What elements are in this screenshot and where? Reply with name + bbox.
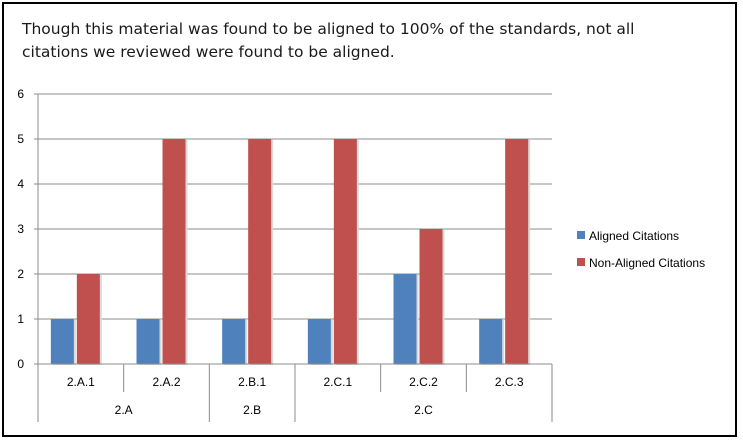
y-tick-label: 5	[17, 132, 24, 146]
bar-aligned	[393, 274, 417, 364]
legend-label: Aligned Citations	[589, 229, 679, 243]
x-tick-label: 2.C.3	[495, 375, 524, 389]
bar-aligned	[479, 319, 503, 364]
axes: 0 1 2 3 4 5 6 2.A.1 2.A.2 2.B.1 2.C.1 2.C.2 2.C.3 2.A…	[17, 87, 553, 422]
y-tick-label: 2	[17, 267, 24, 281]
bar-aligned	[222, 319, 246, 364]
y-tick-label: 1	[17, 312, 24, 326]
bars	[50, 139, 531, 365]
bar-non-aligned	[76, 274, 100, 364]
bar-non-aligned	[505, 139, 529, 364]
x-group-label: 2.C	[414, 403, 433, 417]
x-group-label: 2.B	[243, 403, 261, 417]
y-tick-label: 4	[17, 177, 24, 191]
y-tick-label: 0	[17, 357, 24, 371]
bar-aligned	[50, 319, 74, 364]
legend-label: Non-Aligned Citations	[589, 256, 705, 270]
figure-caption: Though this material was found to be ali…	[22, 20, 635, 61]
legend-swatch	[577, 258, 585, 266]
bar-aligned	[307, 319, 331, 364]
y-tick-label: 6	[17, 87, 24, 101]
legend-swatch	[577, 231, 585, 239]
x-tick-label: 2.A.1	[67, 375, 95, 389]
bar-non-aligned	[162, 139, 186, 364]
bar-aligned	[136, 319, 160, 364]
x-tick-label: 2.C.1	[323, 375, 352, 389]
bar-non-aligned	[333, 139, 357, 364]
bar-non-aligned	[419, 229, 443, 364]
x-tick-label: 2.B.1	[238, 375, 266, 389]
x-group-label: 2.A	[115, 403, 133, 417]
bar-non-aligned	[248, 139, 272, 364]
x-tick-label: 2.C.2	[409, 375, 438, 389]
x-tick-label: 2.A.2	[152, 375, 180, 389]
legend: Aligned Citations Non-Aligned Citations	[577, 229, 705, 270]
gridlines	[38, 93, 552, 320]
y-tick-label: 3	[17, 222, 24, 236]
